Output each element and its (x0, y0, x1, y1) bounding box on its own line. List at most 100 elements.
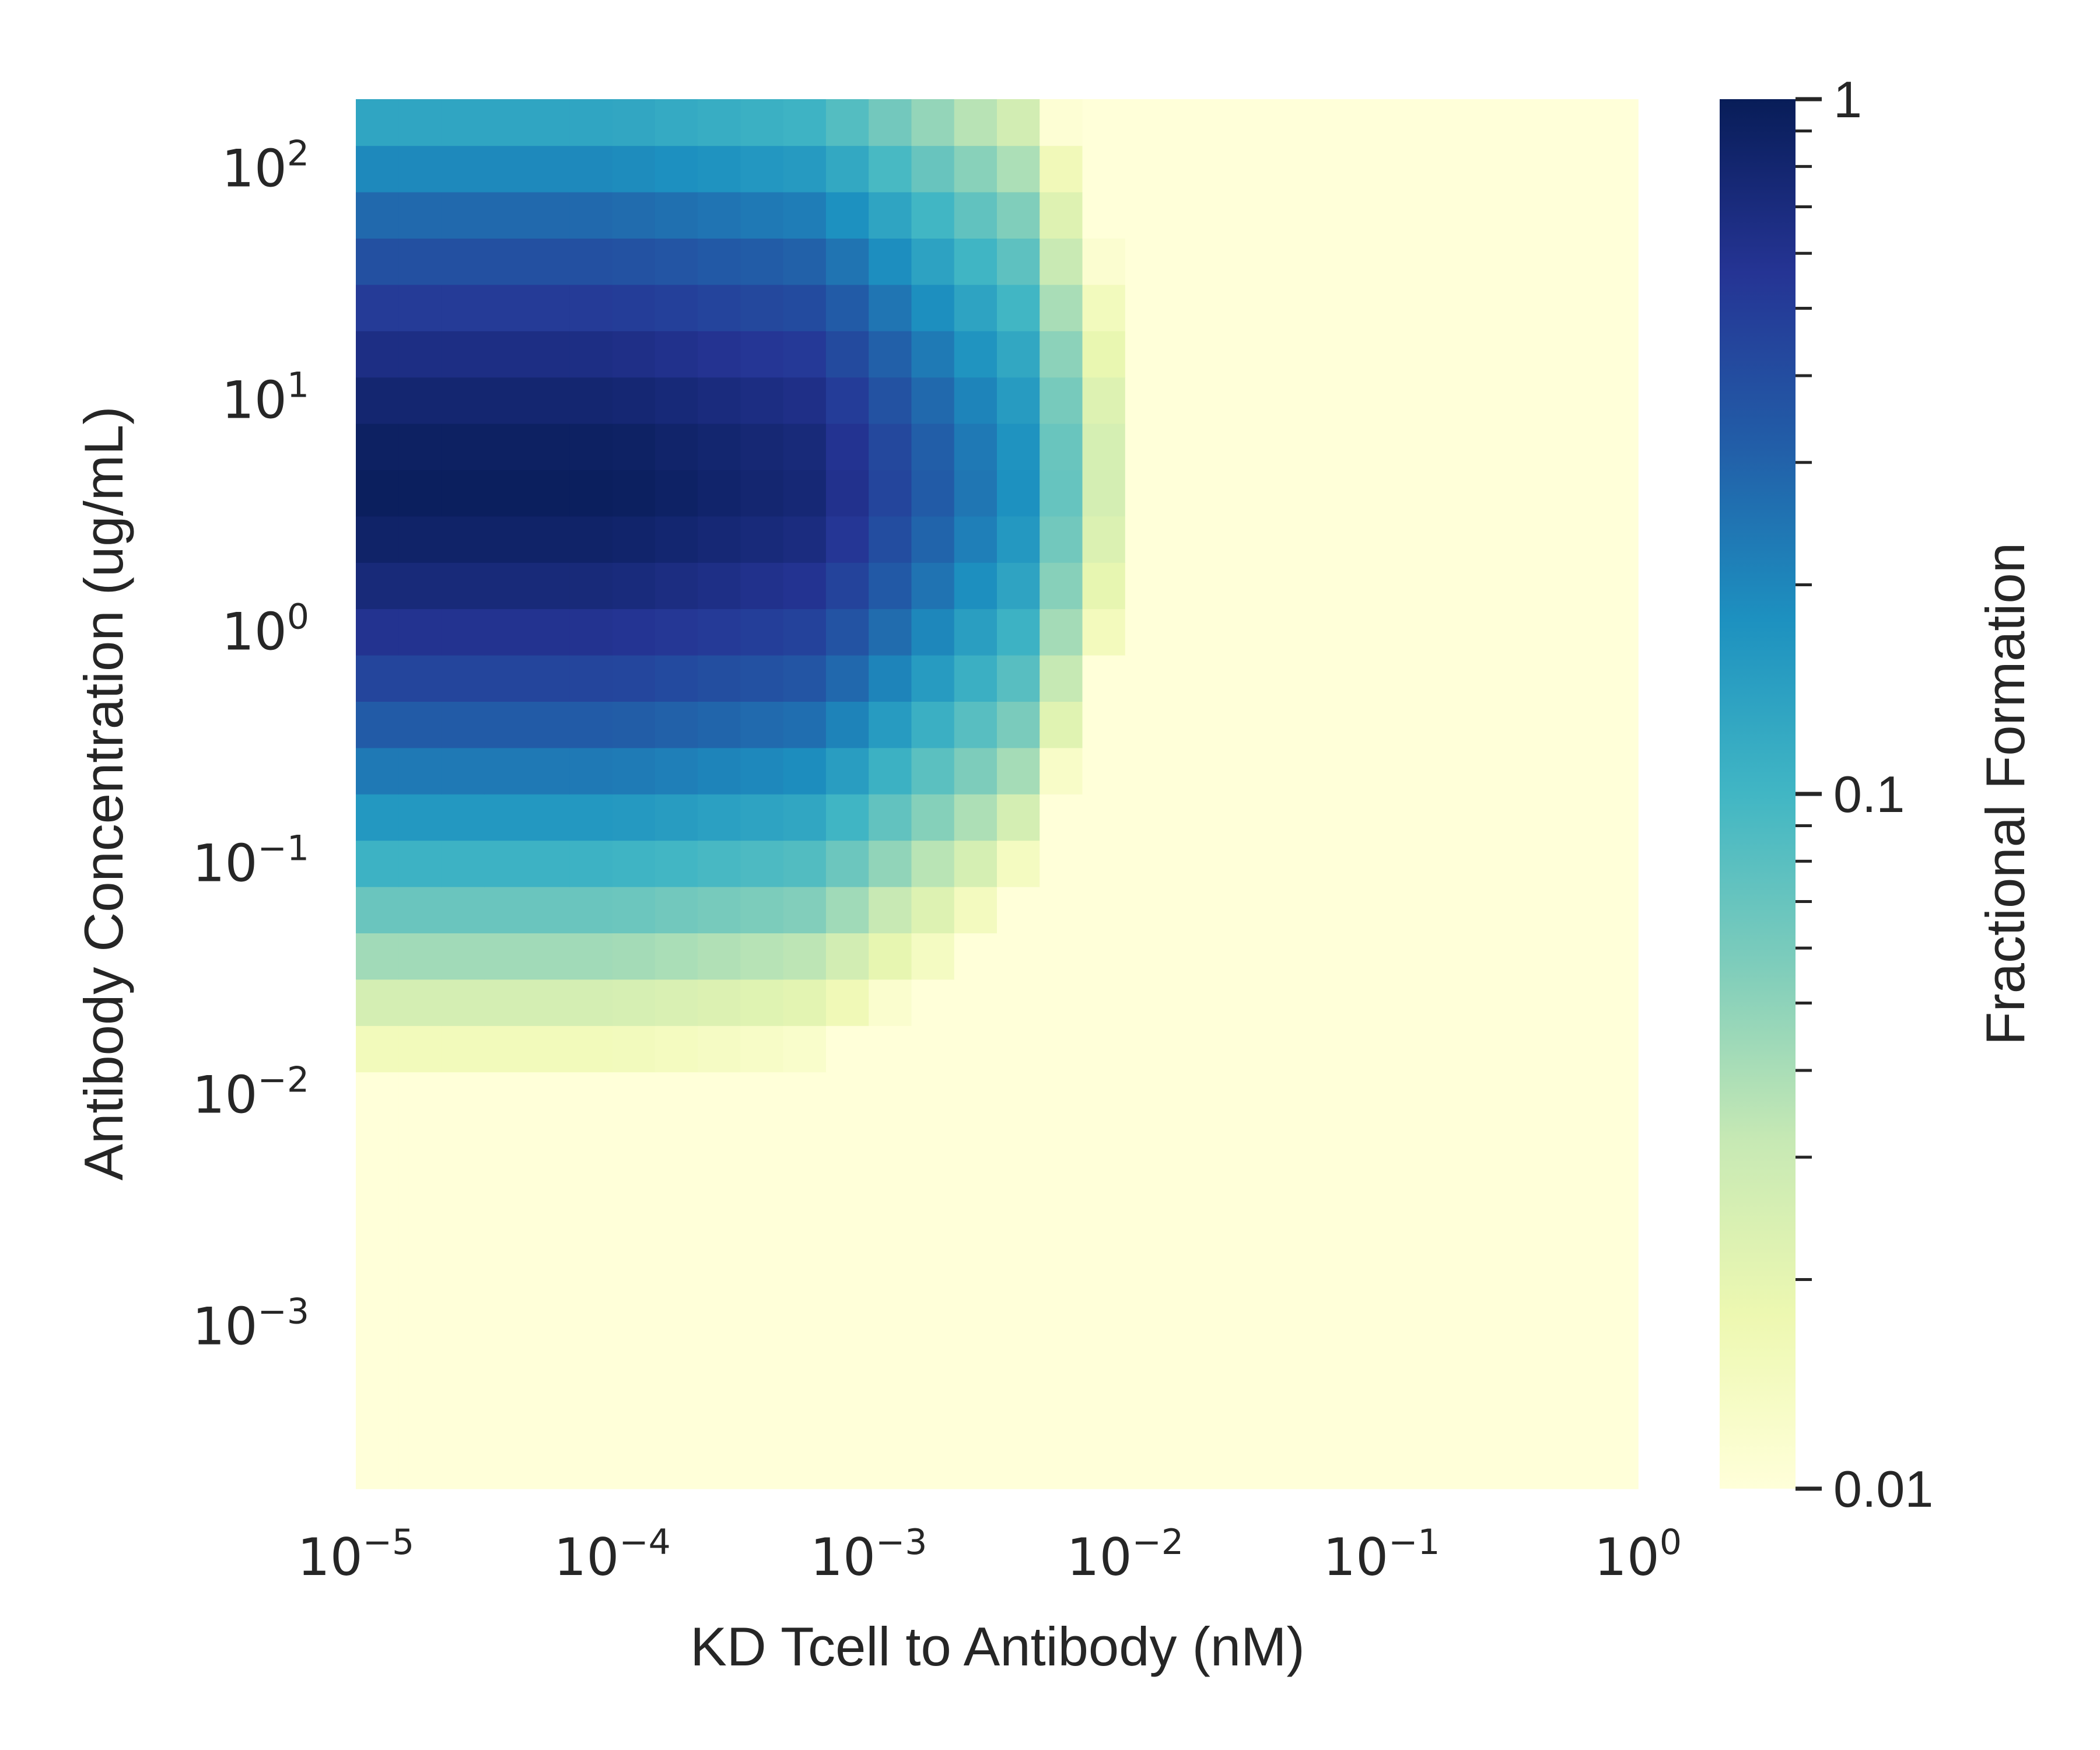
heatmap-cell (1595, 1396, 1639, 1443)
heatmap-cell (569, 1349, 613, 1396)
heatmap-cell (1510, 331, 1553, 378)
heatmap-cell (1595, 423, 1639, 470)
heatmap-cell (1339, 238, 1382, 285)
heatmap-cell (1253, 886, 1297, 933)
heatmap-cell (1253, 516, 1297, 563)
heatmap-cell (612, 562, 656, 610)
heatmap-cell (569, 840, 613, 887)
heatmap-cell (954, 701, 998, 748)
heatmap-cell (1125, 1118, 1168, 1165)
heatmap-cell (1595, 654, 1639, 702)
heatmap-cell (612, 1396, 656, 1443)
heatmap-cell (954, 1303, 998, 1350)
heatmap-cell (1466, 933, 1510, 980)
heatmap-cell (1296, 99, 1339, 146)
heatmap-cell (441, 1026, 485, 1073)
heatmap-cell (527, 423, 570, 470)
heatmap-cell (783, 516, 827, 563)
heatmap-cell (1040, 979, 1083, 1026)
heatmap-cell (698, 562, 741, 610)
heatmap-cell (398, 701, 442, 748)
heatmap-cell (1040, 794, 1083, 841)
heatmap-cell (1082, 701, 1126, 748)
heatmap-cell (1040, 1072, 1083, 1119)
heatmap-cell (954, 191, 998, 239)
heatmap-cell (1381, 1026, 1425, 1073)
heatmap-cell (825, 886, 869, 933)
heatmap-cell (740, 654, 784, 702)
heatmap-cell (1510, 608, 1553, 656)
heatmap-cell (1296, 701, 1339, 748)
heatmap-cell (484, 1210, 527, 1258)
heatmap-cell (484, 1026, 527, 1073)
heatmap-cell (527, 1026, 570, 1073)
heatmap-cell (1253, 747, 1297, 794)
heatmap-cell (954, 1118, 998, 1165)
heatmap-cell (484, 1442, 527, 1489)
heatmap-cell (398, 516, 442, 563)
heatmap-cell (1510, 747, 1553, 794)
heatmap-cell (1381, 377, 1425, 424)
heatmap-cell (1253, 191, 1297, 239)
heatmap-cell (1168, 470, 1212, 517)
heatmap-cell (825, 747, 869, 794)
heatmap-cell (698, 1210, 741, 1258)
heatmap-cell (1510, 1303, 1553, 1350)
heatmap-cell (398, 1257, 442, 1304)
heatmap-cell (1595, 1257, 1639, 1304)
heatmap-cell (654, 1349, 698, 1396)
heatmap-cell (569, 1026, 613, 1073)
heatmap-cell (869, 562, 912, 610)
heatmap-cell (1125, 1396, 1168, 1443)
heatmap-cell (1339, 654, 1382, 702)
heatmap-cell (1381, 470, 1425, 517)
heatmap-cell (997, 238, 1041, 285)
heatmap-cell (1466, 1396, 1510, 1443)
heatmap-cell (527, 654, 570, 702)
heatmap-cell (441, 747, 485, 794)
heatmap-cell (825, 331, 869, 378)
heatmap-cell (911, 1164, 955, 1212)
heatmap-cell (1210, 145, 1254, 192)
heatmap-cell (740, 701, 784, 748)
heatmap-cell (1296, 654, 1339, 702)
heatmap-cell (1424, 840, 1468, 887)
heatmap-cell (1040, 377, 1083, 424)
heatmap-cell (783, 423, 827, 470)
heatmap-cell (997, 933, 1041, 980)
heatmap-cell (1552, 470, 1596, 517)
heatmap-cell (911, 654, 955, 702)
heatmap-cell (612, 145, 656, 192)
heatmap-cell (911, 1072, 955, 1119)
heatmap-cell (356, 1118, 400, 1165)
heatmap-cell (911, 794, 955, 841)
heatmap-cell (1125, 1349, 1168, 1396)
heatmap-cell (612, 886, 656, 933)
heatmap-cell (1040, 933, 1083, 980)
heatmap-cell (698, 886, 741, 933)
heatmap-cell (1466, 145, 1510, 192)
heatmap-cell (1552, 1257, 1596, 1304)
heatmap-cell (869, 423, 912, 470)
heatmap-cell (1125, 747, 1168, 794)
heatmap-cell (1510, 933, 1553, 980)
heatmap-cell (654, 886, 698, 933)
heatmap-cell (1296, 1396, 1339, 1443)
heatmap-cell (1210, 99, 1254, 146)
heatmap-cell (1381, 979, 1425, 1026)
heatmap-cell (698, 794, 741, 841)
heatmap-cell (1082, 1164, 1126, 1212)
heatmap-cell (441, 377, 485, 424)
heatmap-cell (1424, 145, 1468, 192)
heatmap-cell (441, 794, 485, 841)
heatmap-cell (1424, 933, 1468, 980)
heatmap-cell (612, 979, 656, 1026)
heatmap-cell (1552, 886, 1596, 933)
heatmap-cell (954, 145, 998, 192)
heatmap-cell (1552, 191, 1596, 239)
heatmap-cell (825, 1257, 869, 1304)
heatmap-cell (1424, 1072, 1468, 1119)
heatmap-cell (1082, 1210, 1126, 1258)
x-tick-label: 10−1 (1323, 1522, 1440, 1587)
